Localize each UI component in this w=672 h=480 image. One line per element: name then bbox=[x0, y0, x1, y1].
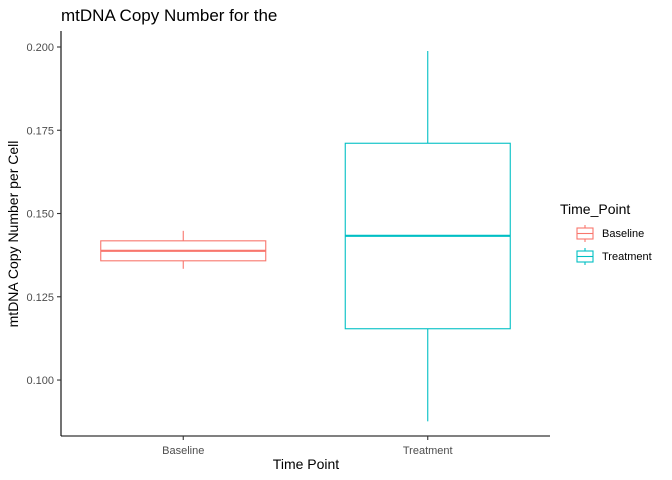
x-axis-title: Time Point bbox=[273, 456, 340, 472]
legend-label-baseline: Baseline bbox=[602, 228, 644, 240]
legend: Time_Point Baseline Treatment bbox=[560, 201, 652, 265]
x-axis-ticks: Baseline Treatment bbox=[162, 436, 453, 457]
legend-title: Time_Point bbox=[560, 201, 630, 217]
x-tick-label: Baseline bbox=[162, 445, 204, 457]
y-axis-ticks: 0.100 0.125 0.150 0.175 0.200 bbox=[26, 42, 61, 387]
y-tick-label: 0.150 bbox=[26, 209, 54, 221]
legend-item-treatment: Treatment bbox=[576, 248, 652, 265]
y-tick-label: 0.125 bbox=[26, 292, 54, 304]
legend-label-treatment: Treatment bbox=[602, 251, 652, 263]
plot-area bbox=[100, 50, 511, 422]
x-tick-label: Treatment bbox=[403, 445, 453, 457]
y-tick-label: 0.175 bbox=[26, 125, 54, 137]
y-tick-label: 0.100 bbox=[26, 375, 54, 387]
chart-title: mtDNA Copy Number for the bbox=[61, 6, 277, 25]
y-tick-label: 0.200 bbox=[26, 42, 54, 54]
y-axis-title: mtDNA Copy Number per Cell bbox=[5, 141, 21, 328]
legend-item-baseline: Baseline bbox=[576, 225, 644, 242]
